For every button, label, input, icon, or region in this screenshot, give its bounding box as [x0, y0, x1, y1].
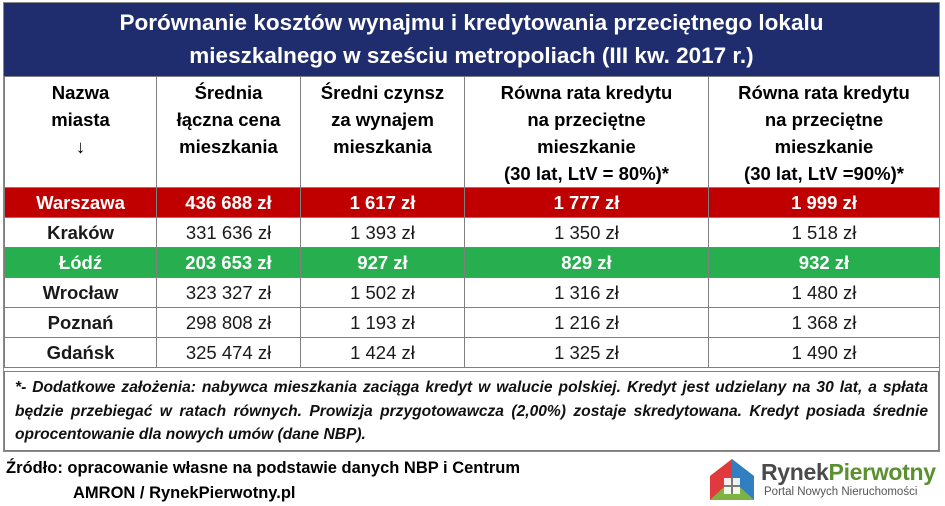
table-row-lodz: Łódź 203 653 zł 927 zł 829 zł 932 zł: [4, 247, 940, 278]
header-line: mieszkania: [179, 136, 278, 157]
title-line-1: Porównanie kosztów wynajmu i kredytowani…: [119, 10, 824, 35]
header-line: Średni czynsz: [320, 82, 445, 103]
house-logo-icon: [710, 459, 754, 500]
city-cell: Łódź: [4, 247, 157, 278]
rent-cell: 1 193 zł: [300, 307, 465, 338]
infographic-frame: [3, 2, 940, 452]
rate80-cell: 1 777 zł: [464, 187, 709, 218]
footnote: *- Dodatkowe założenia: nabywca mieszkan…: [4, 371, 939, 451]
rate80-cell: 1 216 zł: [464, 307, 709, 338]
rent-cell: 1 424 zł: [300, 337, 465, 368]
header-rate-90: Równa rata kredytu na przeciętne mieszka…: [708, 76, 940, 188]
header-line: Równa rata kredytu: [500, 82, 673, 103]
title-line-2: mieszkalnego w sześciu metropoliach (III…: [189, 43, 754, 68]
source-line-1: Źródło: opracowanie własne na podstawie …: [6, 459, 521, 477]
table-row-gdansk: Gdańsk 325 474 zł 1 424 zł 1 325 zł 1 49…: [4, 337, 940, 368]
comparison-table: Nazwa miasta ↓ Średnia łączna cena miesz…: [4, 76, 940, 368]
header-line: na przeciętne: [527, 109, 646, 130]
rate90-cell: 1 480 zł: [708, 277, 940, 308]
rate80-cell: 1 350 zł: [464, 217, 709, 248]
header-line: (30 lat, LtV = 80%)*: [503, 163, 670, 184]
rate80-cell: 1 325 zł: [464, 337, 709, 368]
rate80-cell: 1 316 zł: [464, 277, 709, 308]
rate90-cell: 1 368 zł: [708, 307, 940, 338]
table-row-poznan: Poznań 298 808 zł 1 193 zł 1 216 zł 1 36…: [4, 307, 940, 338]
rate90-cell: 1 518 zł: [708, 217, 940, 248]
city-cell: Warszawa: [4, 187, 157, 218]
header-line: Średnia: [194, 82, 263, 103]
logo-name-part2: Pierwotny: [828, 459, 937, 485]
header-rent: Średni czynsz za wynajem mieszkania: [300, 76, 465, 188]
header-rate-80: Równa rata kredytu na przeciętne mieszka…: [464, 76, 709, 188]
rent-cell: 1 502 zł: [300, 277, 465, 308]
price-cell: 325 474 zł: [156, 337, 301, 368]
header-line: łączna cena: [176, 109, 281, 130]
city-cell: Kraków: [4, 217, 157, 248]
table-row-krakow: Kraków 331 636 zł 1 393 zł 1 350 zł 1 51…: [4, 217, 940, 248]
city-cell: Poznań: [4, 307, 157, 338]
down-arrow-icon: ↓: [75, 136, 86, 157]
header-line: (30 lat, LtV =90%)*: [744, 163, 904, 184]
table-row-wroclaw: Wrocław 323 327 zł 1 502 zł 1 316 zł 1 4…: [4, 277, 940, 308]
header-line: mieszkanie: [537, 136, 636, 157]
price-cell: 323 327 zł: [156, 277, 301, 308]
logo-name: RynekPierwotny: [761, 459, 936, 486]
city-cell: Gdańsk: [4, 337, 157, 368]
rent-cell: 1 617 zł: [300, 187, 465, 218]
rate80-cell: 829 zł: [464, 247, 709, 278]
header-line: za wynajem: [331, 109, 434, 130]
header-line: na przeciętne: [764, 109, 884, 130]
price-cell: 436 688 zł: [156, 187, 301, 218]
rent-cell: 1 393 zł: [300, 217, 465, 248]
header-line: mieszkanie: [774, 136, 874, 157]
header-city: Nazwa miasta ↓: [4, 76, 157, 188]
table-row-warszawa: Warszawa 436 688 zł 1 617 zł 1 777 zł 1 …: [4, 187, 940, 218]
price-cell: 331 636 zł: [156, 217, 301, 248]
header-row: Nazwa miasta ↓ Średnia łączna cena miesz…: [4, 76, 940, 188]
header-line: mieszkania: [333, 136, 432, 157]
header-price: Średnia łączna cena mieszkania: [156, 76, 301, 188]
brand-logo[interactable]: RynekPierwotny Portal Nowych Nieruchomoś…: [707, 456, 939, 502]
logo-subtitle: Portal Nowych Nieruchomości: [764, 486, 918, 498]
logo-name-part1: Rynek: [761, 459, 829, 485]
source-text: Źródło: opracowanie własne na podstawie …: [6, 456, 520, 506]
rate90-cell: 1 999 zł: [708, 187, 940, 218]
page-title: Porównanie kosztów wynajmu i kredytowani…: [4, 3, 939, 76]
price-cell: 298 808 zł: [156, 307, 301, 338]
rent-cell: 927 zł: [300, 247, 465, 278]
rate90-cell: 1 490 zł: [708, 337, 940, 368]
price-cell: 203 653 zł: [156, 247, 301, 278]
header-line: Nazwa: [51, 82, 110, 103]
source-line-2: AMRON / RynekPierwotny.pl: [73, 484, 296, 502]
city-cell: Wrocław: [4, 277, 157, 308]
rate90-cell: 932 zł: [708, 247, 940, 278]
header-line: Równa rata kredytu: [738, 82, 910, 103]
header-line: miasta: [51, 109, 110, 130]
